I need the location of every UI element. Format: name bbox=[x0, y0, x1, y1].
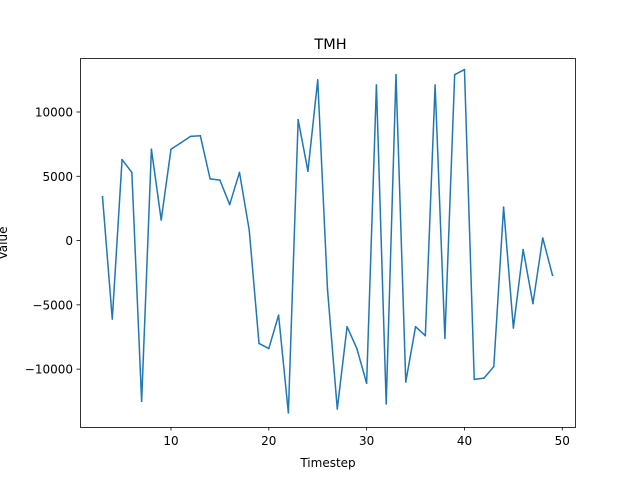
data-point bbox=[150, 148, 153, 151]
data-point bbox=[463, 68, 466, 71]
data-point bbox=[277, 314, 280, 316]
data-point bbox=[140, 400, 143, 403]
x-tick-label: 10 bbox=[163, 434, 178, 448]
data-point bbox=[101, 196, 104, 198]
data-point bbox=[189, 135, 192, 138]
data-point bbox=[121, 158, 123, 161]
data-point bbox=[170, 148, 172, 151]
series-line bbox=[101, 68, 554, 414]
data-point bbox=[297, 118, 299, 121]
y-tick-label: 0 bbox=[65, 234, 73, 248]
data-point bbox=[111, 318, 114, 320]
data-point bbox=[316, 79, 319, 81]
data-point bbox=[365, 382, 368, 385]
x-tick-label: 50 bbox=[555, 434, 570, 448]
data-point bbox=[404, 381, 407, 383]
data-point bbox=[336, 408, 339, 410]
y-tick-label: −5000 bbox=[32, 298, 73, 312]
data-point bbox=[346, 325, 348, 328]
data-point bbox=[131, 171, 133, 174]
data-point bbox=[414, 325, 417, 328]
y-axis-ticks: −10000 −5000 0 5000 10000 bbox=[25, 106, 80, 377]
y-tick-label: 5000 bbox=[42, 170, 73, 184]
data-point bbox=[258, 342, 260, 345]
data-point bbox=[385, 403, 387, 405]
data-point bbox=[424, 334, 427, 337]
data-point bbox=[502, 206, 505, 208]
x-axis-label: Timestep bbox=[299, 456, 355, 470]
data-point bbox=[532, 302, 534, 305]
x-tick-label: 40 bbox=[457, 434, 472, 448]
y-tick-label: 10000 bbox=[35, 106, 73, 120]
plot-frame bbox=[80, 58, 576, 428]
y-axis-label: Value bbox=[0, 227, 10, 260]
y-tick-label: −10000 bbox=[25, 363, 73, 377]
data-point bbox=[375, 84, 378, 86]
data-point bbox=[512, 327, 515, 329]
data-point bbox=[287, 412, 290, 414]
data-point bbox=[209, 178, 211, 180]
data-point bbox=[395, 73, 397, 76]
data-point bbox=[160, 219, 162, 221]
data-point bbox=[248, 229, 251, 232]
data-point bbox=[453, 73, 456, 76]
x-tick-label: 30 bbox=[359, 434, 374, 448]
data-point bbox=[356, 347, 358, 350]
data-point bbox=[268, 347, 270, 350]
chart-title: TMH bbox=[313, 37, 346, 53]
data-point bbox=[493, 365, 495, 368]
data-point bbox=[483, 377, 485, 379]
data-point bbox=[238, 171, 241, 174]
data-point bbox=[473, 378, 476, 381]
data-point bbox=[522, 248, 524, 251]
data-point bbox=[228, 203, 231, 206]
data-point bbox=[444, 337, 446, 340]
data-point bbox=[307, 170, 309, 172]
data-point bbox=[551, 274, 554, 277]
x-tick-label: 20 bbox=[261, 434, 276, 448]
data-point bbox=[326, 288, 329, 291]
data-point bbox=[541, 237, 544, 239]
data-point bbox=[179, 142, 182, 144]
data-point bbox=[199, 134, 202, 137]
data-point bbox=[434, 84, 436, 86]
data-points bbox=[101, 68, 554, 414]
x-axis-ticks: 10 20 30 40 50 bbox=[163, 427, 570, 448]
data-point bbox=[219, 179, 221, 181]
